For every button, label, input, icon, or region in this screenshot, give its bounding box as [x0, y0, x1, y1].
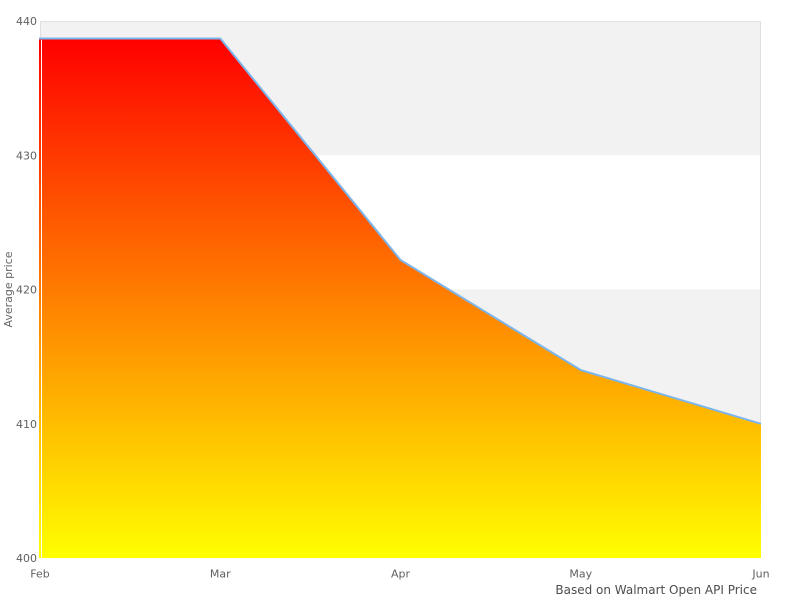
x-tick-label: Mar	[210, 568, 231, 581]
y-tick-label: 430	[16, 149, 37, 162]
chart-caption: Based on Walmart Open API Price	[555, 583, 757, 597]
series-line	[39, 37, 762, 425]
x-tick-label: Apr	[391, 568, 411, 581]
y-tick-label: 410	[16, 418, 37, 431]
x-tick-label: Feb	[30, 568, 49, 581]
area-fill	[39, 38, 761, 558]
y-tick-label: 420	[16, 284, 37, 297]
x-tick-label: Jun	[751, 568, 769, 581]
y-axis-title: Average price	[2, 251, 15, 327]
y-tick-label: 400	[16, 552, 37, 565]
x-axis-labels: Feb Mar Apr May Jun	[30, 568, 769, 581]
y-tick-label: 440	[16, 15, 37, 28]
x-tick-label: May	[569, 568, 592, 581]
y-axis-labels: 400 410 420 430 440	[16, 15, 37, 565]
